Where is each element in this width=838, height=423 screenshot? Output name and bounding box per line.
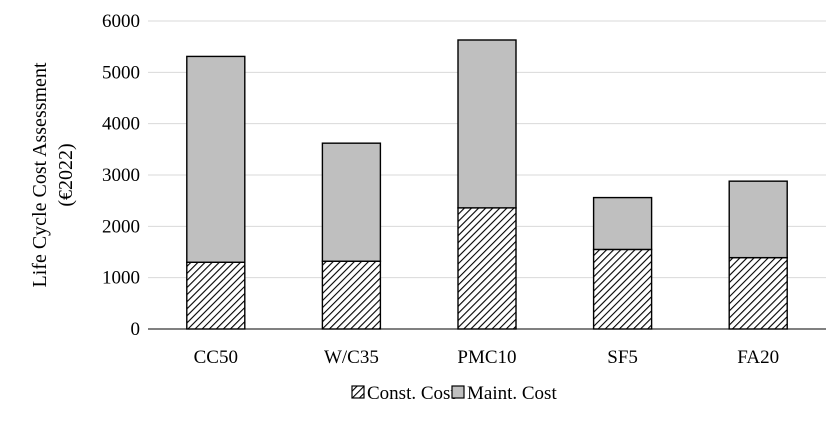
y-tick-label: 3000 [102, 165, 140, 186]
bar-segment-const-cost [186, 261, 246, 330]
legend-swatch-const-cost [351, 385, 365, 399]
axes: 0 1000 2000 3000 4000 5000 6000 CC50 W/C35 PMC10 S… [102, 11, 826, 368]
bar-segment-const-cost [321, 260, 382, 330]
bars [186, 39, 788, 330]
bar-segment-const-cost [728, 256, 788, 330]
y-tick-label: 2000 [102, 216, 140, 237]
bar-segment-maint-cost [728, 180, 788, 259]
legend-label: Maint. Cost [467, 383, 557, 404]
legend-swatch-maint-cost [451, 385, 465, 399]
y-tick-label: 0 [131, 319, 141, 340]
x-category-label: SF5 [607, 347, 638, 368]
y-tick-label: 1000 [102, 268, 140, 289]
bar-segment-const-cost [457, 207, 517, 330]
y-tick-label: 4000 [102, 114, 140, 135]
y-tick-label: 5000 [102, 62, 140, 83]
x-category-label: W/C35 [324, 347, 379, 368]
y-axis-title: Life Cycle Cost Assessment [29, 62, 51, 287]
legend: Const. Cost Maint. Cost [351, 383, 557, 404]
x-category-label: PMC10 [457, 347, 516, 368]
x-category-label: CC50 [194, 347, 238, 368]
bar-segment-maint-cost [592, 196, 653, 251]
bar-segment-maint-cost [457, 39, 517, 209]
legend-label: Const. Cost [367, 383, 456, 404]
bar-segment-const-cost [592, 248, 653, 330]
x-category-label: FA20 [737, 347, 779, 368]
bar-segment-maint-cost [321, 142, 382, 262]
y-axis-label: Life Cycle Cost Assessment (€2022) [29, 62, 77, 287]
y-tick-label: 6000 [102, 11, 140, 32]
y-axis-unit: (€2022) [55, 143, 77, 206]
bar-segment-maint-cost [186, 55, 246, 263]
